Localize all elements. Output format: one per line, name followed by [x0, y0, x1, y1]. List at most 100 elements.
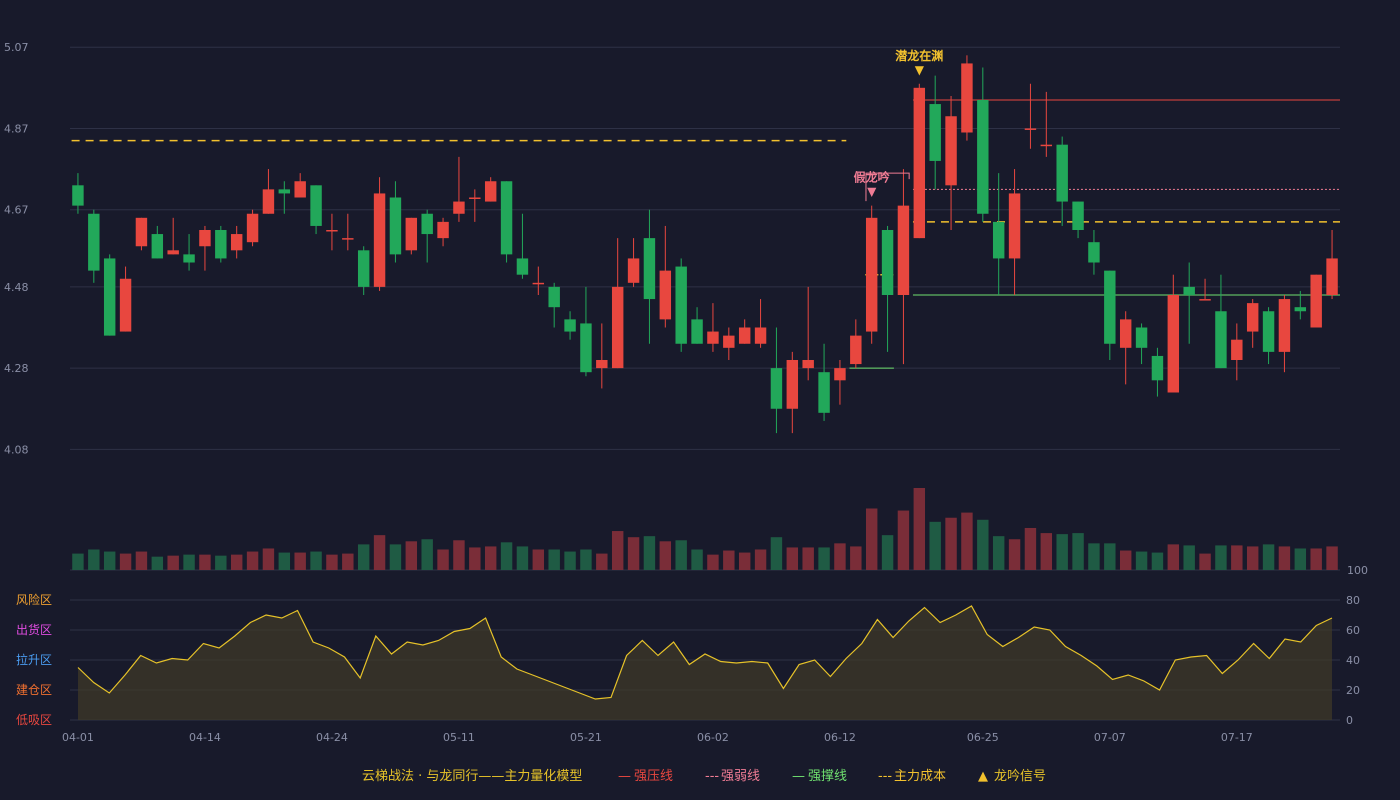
volume-bar [961, 512, 973, 570]
volume-bar [135, 551, 148, 570]
volume-bar [754, 549, 767, 570]
volume-bar [1246, 546, 1259, 570]
volume-bar [675, 540, 687, 570]
candle-body [913, 87, 926, 239]
candle-body [405, 217, 418, 251]
candle-body [532, 282, 545, 285]
volume-bar [707, 554, 719, 570]
volume-bar [1278, 546, 1291, 570]
volume-bar [1088, 543, 1100, 570]
candle-body [1008, 193, 1021, 259]
x-tick-label: 06-12 [824, 731, 856, 744]
candle-body [1104, 270, 1116, 344]
volume-bar [437, 549, 449, 570]
legend-symbol: --- [705, 769, 719, 784]
candle-body [135, 217, 148, 247]
volume-bar [199, 554, 211, 570]
volume-bar [992, 536, 1005, 570]
candle-body [151, 234, 164, 259]
legend-label: 主力成本 [894, 769, 946, 784]
candle-body [278, 189, 291, 194]
volume-bar [262, 548, 275, 570]
volume-bar [453, 540, 465, 570]
candle-body [199, 230, 211, 247]
annotation-bracket [865, 172, 910, 202]
oscillator-zone-label: 出货区 [16, 622, 52, 637]
candle-body [786, 360, 799, 409]
price-tick-label: 4.28 [4, 362, 29, 375]
oscillator-tick-label: 40 [1346, 654, 1360, 667]
candle-body [1294, 307, 1307, 312]
candle-body [183, 254, 195, 263]
x-tick-label: 07-07 [1094, 731, 1126, 744]
volume-bar [627, 537, 640, 570]
price-tick-label: 4.87 [4, 122, 29, 135]
volume-bar [1167, 544, 1180, 570]
x-tick-label: 06-25 [967, 731, 999, 744]
volume-bar [151, 556, 164, 570]
candle-body [1024, 128, 1037, 130]
volume-bar [167, 555, 179, 570]
candle-body [1040, 144, 1053, 147]
price-tick-label: 4.08 [4, 443, 29, 456]
candle-body [707, 331, 719, 344]
candle-body [738, 327, 751, 344]
volume-bar [913, 488, 926, 570]
candle-body [1278, 299, 1291, 352]
volume-bar [564, 551, 576, 570]
candle-body [992, 221, 1005, 259]
volume-bar [373, 535, 386, 570]
volume-bar [659, 541, 672, 570]
candle-body [230, 234, 243, 251]
volume-bar [278, 552, 291, 570]
candle-body [310, 185, 322, 226]
legend-symbol: ▲ [978, 769, 988, 784]
volume-bar [1262, 544, 1275, 570]
volume-bar [421, 539, 433, 570]
volume-bar [1151, 552, 1164, 570]
annotation-label: 潜龙在渊 [895, 48, 943, 63]
volume-bar [500, 542, 513, 570]
candle-body [643, 238, 656, 300]
candle-body [611, 286, 624, 369]
candle-body [326, 230, 338, 232]
volume-bar [723, 550, 735, 570]
candle-body [1246, 303, 1259, 332]
volume-bar [897, 510, 910, 570]
candle-body [1231, 339, 1243, 360]
candle-body [945, 116, 957, 186]
candle-body [1310, 274, 1322, 328]
volume-bar [183, 554, 195, 570]
candle-body [754, 327, 767, 344]
volume-bar [326, 554, 338, 570]
volume-bar [1119, 550, 1132, 570]
volume-bar [643, 536, 656, 570]
volume-bar [818, 547, 830, 570]
volume-bar [119, 553, 132, 570]
candle-body [1088, 242, 1100, 263]
volume-bar [230, 554, 243, 570]
price-tick-label: 5.07 [4, 41, 29, 54]
candle-body [1215, 311, 1227, 369]
candle-body [119, 278, 132, 332]
legend-label: 强弱线 [721, 769, 760, 784]
volume-bar [389, 544, 402, 570]
volume-bar [548, 549, 560, 570]
candle-body [770, 368, 783, 409]
volume-bar [611, 531, 624, 570]
price-tick-label: 4.48 [4, 281, 29, 294]
volume-bar [850, 546, 862, 570]
candle-body [421, 213, 433, 235]
volume-bar [72, 553, 84, 570]
legend-title: 云梯战法 · 与龙同行——主力量化模型 [362, 769, 582, 784]
annotation-arrow: ▼ [867, 185, 877, 199]
candle-body [564, 319, 576, 332]
candle-body [802, 360, 814, 369]
oscillator-line [77, 605, 1333, 700]
volume-bar [865, 508, 878, 570]
volume-bar [532, 549, 545, 570]
volume-bar [469, 547, 481, 570]
volume-bar [977, 519, 989, 570]
volume-bar [1056, 534, 1068, 570]
